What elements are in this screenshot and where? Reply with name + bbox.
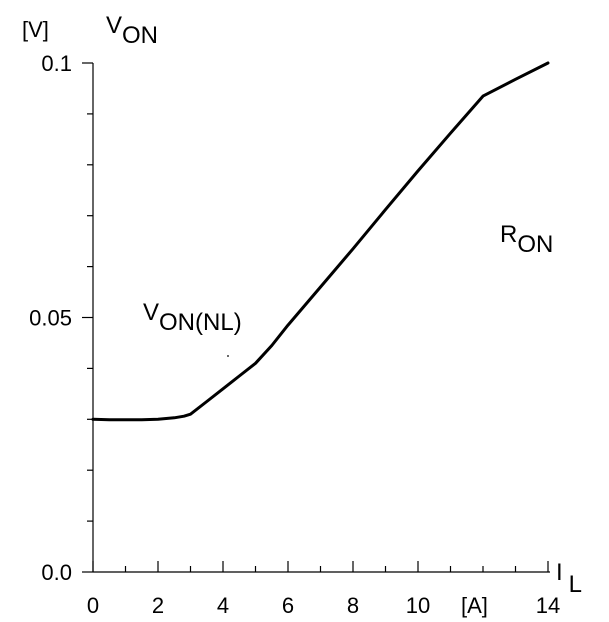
x-axis-label-sub: L (569, 571, 582, 598)
y-tick-label: 0.0 (41, 560, 72, 585)
x-axis-label-main: I (556, 559, 563, 586)
y-tick-label: 0.1 (41, 51, 72, 76)
y-tick-label: 0.05 (29, 306, 72, 331)
tick-labels: 0 2 4 6 8 10 14 0.0 0.05 0.1 (29, 51, 560, 618)
annotation-von-nl: VON(NL) (143, 299, 242, 336)
y-axis-label-main: V (106, 12, 122, 39)
x-tick-label: 0 (87, 593, 99, 618)
y-unit-label: [V] (22, 17, 49, 42)
annotation-von-nl-sub: ON(NL) (159, 309, 242, 336)
x-unit-label: [A] (461, 593, 488, 618)
y-axis-label-sub: ON (122, 22, 158, 49)
x-tick-label: 10 (406, 593, 430, 618)
y-axis-label: VON (106, 12, 158, 49)
x-tick-label: 6 (282, 593, 294, 618)
annotation-ron: RON (500, 221, 553, 258)
annotation-dot (227, 355, 229, 357)
x-tick-label: 8 (347, 593, 359, 618)
series (91, 61, 550, 422)
annotation-ron-sub: ON (517, 231, 553, 258)
x-tick-label: 4 (217, 593, 229, 618)
x-tick-label: 14 (536, 593, 560, 618)
series-line-0 (91, 61, 550, 422)
annotation-von-nl-main: V (143, 299, 159, 326)
ticks (82, 62, 549, 573)
x-tick-label: 2 (152, 593, 164, 618)
annotation-ron-main: R (500, 221, 517, 248)
